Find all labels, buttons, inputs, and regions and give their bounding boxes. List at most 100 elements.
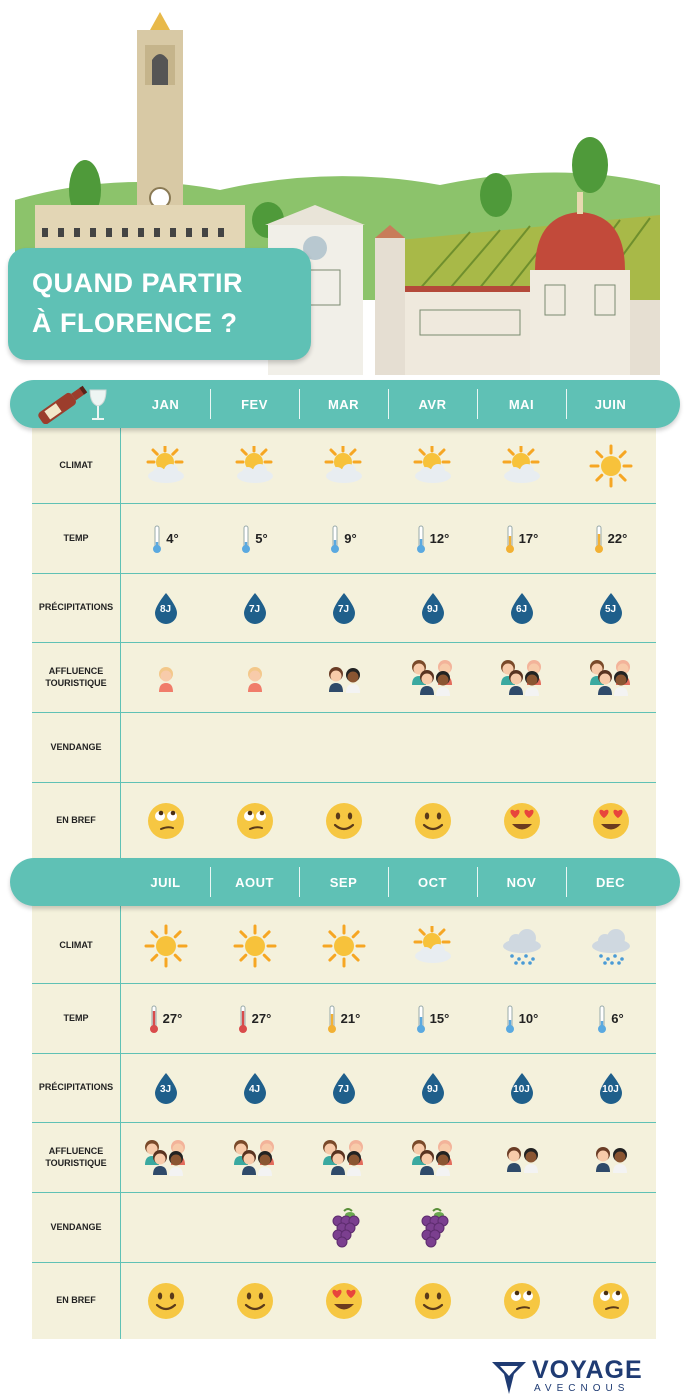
temperature-group: 27° (149, 1004, 183, 1034)
vendange-cell (121, 1193, 210, 1262)
temperature-value: 22° (607, 531, 628, 546)
month-bar-bottom: JUIL AOUT SEP OCT NOV DEC (10, 858, 680, 906)
precipitation-cell: 5J (566, 574, 655, 642)
tourist-crowd-icon (411, 659, 452, 696)
precipitation-cell: 9J (388, 1054, 477, 1122)
climate-cell (210, 908, 299, 983)
drop-shape (510, 593, 533, 624)
grapes-icon (421, 1207, 448, 1247)
temperature-cell: 5° (210, 504, 299, 573)
logo-mark-icon (492, 1362, 526, 1394)
temperature-cell: 22° (566, 504, 655, 573)
thermometer-icon (598, 1005, 607, 1033)
month-label: JUIN (594, 396, 627, 412)
sun-cloud-icon (235, 445, 273, 483)
month-label: SEP (329, 874, 358, 890)
title-box: QUAND PARTIR À FLORENCE ? (8, 248, 311, 360)
thermometer-icon (505, 1005, 514, 1033)
verdict-cell (566, 783, 655, 858)
label-affluence: AFFLUENCE TOURISTIQUE (45, 1146, 107, 1168)
row-vendange-top: VENDANGE (32, 713, 656, 783)
single-tourist-icon (158, 666, 173, 692)
verdict-cell (121, 783, 210, 858)
temperature-group: 10° (505, 1004, 538, 1034)
table-top-panel: CLIMAT TEMP 4° 5° 9° 12° 17° 22° PRÉCIPITATIO… (32, 404, 656, 858)
sun-cloud-icon (146, 445, 184, 483)
vendange-cell (210, 1193, 299, 1262)
single-tourist-icon (247, 666, 262, 692)
vendange-cell (477, 1193, 566, 1262)
vendange-cell (299, 713, 388, 782)
climate-cell (477, 428, 566, 503)
affluence-cell (121, 643, 210, 712)
rain-drop-icon: 3J (153, 1072, 179, 1104)
row-bref-bottom: EN BREF (32, 1263, 656, 1339)
drop-shape (243, 1073, 266, 1104)
verdict-cell (210, 783, 299, 858)
label-precipitations: PRÉCIPITATIONS (38, 1082, 114, 1093)
two-tourists-icon (328, 666, 360, 693)
thermometer-icon (505, 525, 514, 553)
temperature-group: 27° (238, 1004, 271, 1034)
rain-drop-icon: 9J (420, 1072, 446, 1104)
sun-icon (233, 924, 276, 967)
wine-bottle-glass-icon (38, 385, 107, 424)
climate-cell (299, 428, 388, 503)
row-precip-top: PRÉCIPITATIONS 8J 7J 7J 9J 6J 5J (32, 574, 656, 643)
eye-roll-emoji-icon (147, 802, 184, 839)
precipitation-cell: 10J (566, 1054, 655, 1122)
heart-eyes-emoji-icon (592, 802, 629, 839)
month-separator (210, 389, 211, 419)
affluence-cell (121, 1123, 210, 1192)
month-separator (299, 389, 300, 419)
rain-drop-icon: 9J (420, 592, 446, 624)
vendange-cell (299, 1193, 388, 1262)
month-label: AOUT (235, 874, 274, 890)
precipitation-cell: 4J (210, 1054, 299, 1122)
affluence-cell (477, 1123, 566, 1192)
eye-roll-emoji-icon (503, 1283, 540, 1319)
temperature-value: 15° (429, 1011, 450, 1026)
label-climat: CLIMAT (59, 459, 93, 470)
climate-cell (477, 908, 566, 983)
label-vendange: VENDANGE (50, 741, 102, 752)
precipitation-cell: 7J (210, 574, 299, 642)
table-bottom-panel: CLIMAT TEMP 27° 27° 21° 15° 10° 6° PRÉCIPITAT… (32, 884, 656, 1339)
climate-cell (121, 908, 210, 983)
drop-shape (154, 1073, 177, 1104)
row-affluence-top: AFFLUENCE TOURISTIQUE (32, 643, 656, 713)
month-separator (299, 867, 300, 897)
logo-main-text: VOYAGE (532, 1356, 643, 1384)
drop-shape (154, 593, 177, 624)
precipitation-cell: 9J (388, 574, 477, 642)
temperature-group: 6° (597, 1004, 624, 1034)
climate-cell (388, 908, 477, 983)
rain-drop-icon: 8J (153, 592, 179, 624)
label-vendange: VENDANGE (50, 1221, 102, 1232)
label-temp: TEMP (63, 1012, 89, 1023)
precipitation-cell: 10J (477, 1054, 566, 1122)
label-climat: CLIMAT (59, 939, 93, 950)
climate-cell (121, 428, 210, 503)
climate-cell (566, 908, 655, 983)
smiley-emoji-icon (325, 802, 362, 839)
temperature-value: 21° (340, 1011, 361, 1026)
month-label: AVR (418, 396, 447, 412)
drop-shape (599, 593, 622, 624)
temperature-cell: 6° (566, 984, 655, 1053)
month-label: JUIL (150, 874, 181, 890)
temperature-value: 12° (429, 531, 450, 546)
vendange-cell (388, 713, 477, 782)
sun-cloud-icon (502, 445, 540, 483)
rain-days-value: 7J (337, 1084, 350, 1095)
sun-icon (322, 924, 365, 967)
tourist-crowd-icon (144, 1139, 185, 1176)
vendange-cell (388, 1193, 477, 1262)
affluence-cell (210, 643, 299, 712)
label-affluence: AFFLUENCE TOURISTIQUE (45, 666, 107, 688)
verdict-cell (299, 1263, 388, 1339)
affluence-cell (299, 1123, 388, 1192)
month-separator (477, 389, 478, 419)
affluence-cell (299, 643, 388, 712)
temperature-value: 27° (162, 1011, 183, 1026)
